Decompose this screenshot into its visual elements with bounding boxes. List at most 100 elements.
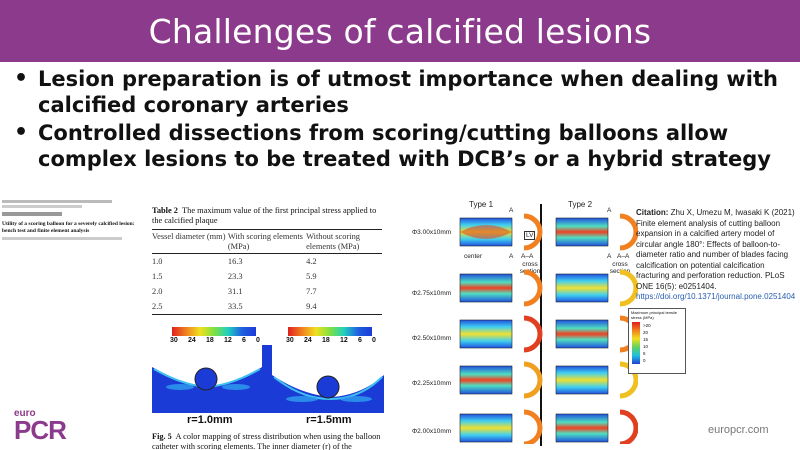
fe-stress-images [152, 345, 384, 413]
table-row: 1.0 16.3 4.2 [152, 254, 382, 270]
stress-legend-bar [632, 322, 640, 364]
stress-table: Vessel diameter (mm) With scoring elemen… [152, 229, 382, 315]
table-cell: 1.5 [152, 272, 163, 281]
lv-label: LV [524, 231, 536, 240]
row-label: Φ2.75x10mm [412, 290, 452, 297]
aa-label: A–A [521, 253, 534, 260]
fe-panel-right [272, 345, 384, 413]
row-label: Φ2.00x10mm [412, 428, 452, 435]
fe-panel-left [152, 345, 262, 391]
table-cell: 2.5 [152, 299, 228, 315]
colorbar-tick: 0 [372, 337, 376, 344]
table-cell: 31.1 [227, 287, 243, 296]
balloon-row-5 [459, 409, 638, 444]
paper-title: Utility of a scoring balloon for a sever… [2, 221, 135, 234]
table-2: Table 2 The maximum value of the first p… [152, 206, 382, 315]
balloon-shapes [459, 213, 638, 444]
citation-label: Citation: [636, 208, 669, 217]
colorbar-tick: 18 [205, 337, 214, 344]
marker-a: A [607, 207, 612, 214]
table-cell: 23.3 [227, 272, 243, 281]
bullet-icon: • [14, 66, 29, 91]
colorbar-left [172, 327, 256, 336]
colorbar-ticks-left: 30 24 18 12 6 0 [170, 337, 260, 344]
type2-label: Type 2 [568, 200, 593, 209]
paper-meta-lines [2, 200, 147, 216]
citation: Citation: Zhu X, Umezu M, Iwasaki K (202… [636, 208, 796, 303]
stress-legend-value: 5 [643, 351, 646, 356]
table-cell: 1.0 [152, 257, 163, 266]
colorbar-ticks-right: 30 24 18 12 6 0 [286, 337, 376, 344]
balloon-row-3 [459, 315, 638, 353]
slide-title: Challenges of calcified lesions [148, 11, 652, 51]
paper-keywords-line [2, 237, 147, 240]
table-cell: 9.4 [306, 299, 382, 315]
table-caption: Table 2 The maximum value of the first p… [152, 206, 382, 226]
table-cell: 7.7 [306, 287, 317, 296]
stress-legend-title: Maximum principal tensile stress (MPa) [631, 310, 678, 320]
colorbar-tick: 24 [187, 337, 196, 344]
stress-legend-value: 15 [643, 337, 649, 342]
stress-legend-value: >20 [643, 323, 651, 328]
divider-line [540, 204, 542, 446]
colorbar-right [288, 327, 372, 336]
logo-euro-text: euro [14, 408, 36, 419]
colorbar-tick: 12 [223, 337, 232, 344]
table-cell: 16.3 [227, 257, 243, 266]
row-label: Φ2.50x10mm [412, 335, 452, 342]
europcr-logo: euro PCR [14, 408, 67, 445]
row-label: Φ3.00x10mm [412, 229, 452, 236]
fe-panel-label: r=1.5mm [306, 414, 352, 426]
fe-panel-label: r=1.0mm [187, 414, 233, 426]
table-cell: 33.5 [227, 299, 307, 315]
citation-text: Zhu X, Umezu M, Iwasaki K (2021) Finite … [636, 208, 795, 291]
balloon-row-4 [459, 361, 638, 399]
aa-label: A–A [617, 253, 630, 260]
marker-a: A [509, 207, 514, 214]
bullet-item: • Controlled dissections from scoring/cu… [10, 120, 790, 172]
table-cell: 4.2 [306, 257, 317, 266]
figure-caption: Fig. 5 A color mapping of stress distrib… [152, 432, 384, 450]
logo-pcr-text: PCR [14, 415, 67, 445]
balloon-row-1 [459, 213, 638, 251]
colorbar-tick: 6 [241, 337, 246, 344]
colorbar-tick: 6 [357, 337, 362, 344]
bullet-item: • Lesion preparation is of utmost import… [10, 66, 790, 118]
table-header: Vessel diameter (mm) [152, 229, 228, 254]
center-label: center [464, 253, 483, 260]
table-row: 2.5 33.5 9.4 [152, 299, 382, 315]
colorbar-tick: 24 [303, 337, 312, 344]
table-header: Without scoring elements (MPa) [306, 229, 382, 254]
colorbar-tick: 30 [170, 337, 178, 344]
citation-doi-link[interactable]: https://doi.org/10.1371/journal.pone.025… [636, 292, 796, 301]
figure-caption-text: A color mapping of stress distribution w… [152, 432, 381, 450]
type1-label: Type 1 [469, 200, 494, 209]
row-label: Φ2.25x10mm [412, 380, 452, 387]
site-url[interactable]: europcr.com [708, 424, 769, 436]
table-caption-text: The maximum value of the first principal… [152, 206, 377, 225]
marker-a: A [509, 253, 514, 260]
colorbar-tick: 12 [339, 337, 348, 344]
table-row: 2.0 31.1 7.7 [152, 284, 382, 299]
balloon-row-2 [459, 269, 638, 307]
table-cell: 5.9 [306, 272, 317, 281]
cross-section-label: cross section [609, 261, 631, 275]
bullet-text: Lesion preparation is of utmost importan… [38, 67, 778, 117]
stress-legend-value: 0 [643, 358, 646, 363]
bullet-text: Controlled dissections from scoring/cutt… [38, 121, 771, 171]
stress-legend: Maximum principal tensile stress (MPa) >… [628, 308, 686, 374]
paper-snippet: Utility of a scoring balloon for a sever… [2, 200, 147, 240]
bullet-list: • Lesion preparation is of utmost import… [10, 66, 790, 174]
colorbar-tick: 30 [286, 337, 294, 344]
stress-legend-value: 20 [643, 330, 649, 335]
figure-caption-label: Fig. 5 [152, 432, 172, 441]
table-header: With scoring elements (MPa) [227, 229, 307, 254]
marker-a: A [607, 253, 612, 260]
table-cell: 2.0 [152, 287, 163, 296]
colorbar-tick: 0 [256, 337, 260, 344]
bullet-icon: • [14, 120, 29, 145]
table-label: Table 2 [152, 206, 178, 215]
title-bar: Challenges of calcified lesions [0, 0, 800, 62]
colorbar-tick: 18 [321, 337, 330, 344]
stress-legend-value: 10 [643, 344, 649, 349]
